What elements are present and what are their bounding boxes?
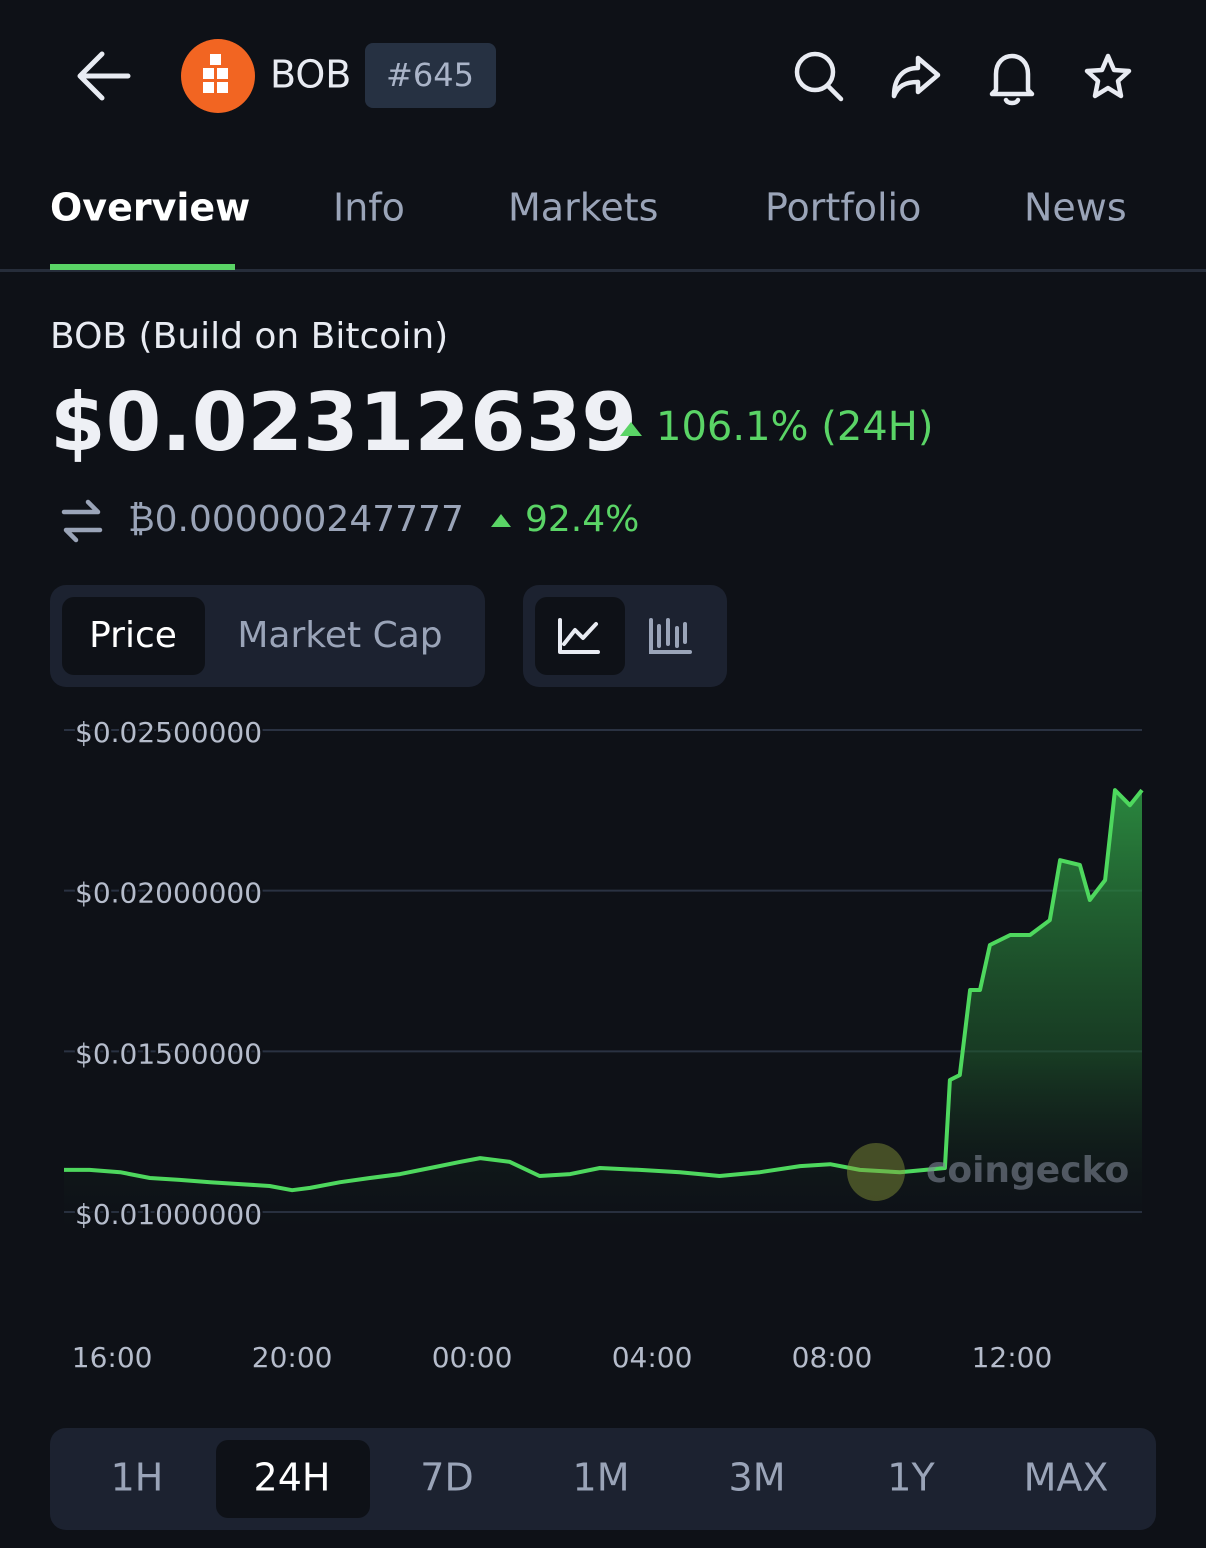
x-tick-label: 20:00 — [252, 1341, 333, 1374]
toggle-option[interactable]: Market Cap — [237, 615, 442, 656]
tab[interactable]: Markets — [508, 186, 658, 230]
range-option[interactable]: 1M — [573, 1456, 630, 1500]
up-arrow — [491, 514, 511, 527]
toggle-selected — [62, 597, 205, 675]
tab[interactable]: Info — [333, 186, 405, 230]
range-selected — [216, 1440, 370, 1518]
tab[interactable]: Portfolio — [765, 186, 921, 230]
y-tick-label: $0.02000000 — [75, 877, 262, 910]
tab-divider — [0, 269, 1206, 272]
x-tick-label: 16:00 — [72, 1341, 153, 1374]
watermark-logo — [847, 1143, 905, 1201]
share-icon[interactable] — [891, 55, 941, 99]
watermark: coingecko — [926, 1150, 1129, 1191]
search-icon[interactable] — [794, 51, 844, 102]
tab[interactable]: Overview — [50, 186, 250, 230]
favorite-icon[interactable] — [1084, 53, 1132, 99]
range-option[interactable]: 1H — [111, 1456, 164, 1500]
range-option[interactable]: 1Y — [887, 1456, 935, 1500]
tab-indicator — [50, 264, 235, 270]
coin-name: BOB (Build on Bitcoin) — [50, 316, 448, 357]
range-option[interactable]: 24H — [254, 1456, 331, 1500]
back-button[interactable] — [77, 51, 131, 101]
y-tick-label: $0.01500000 — [75, 1037, 262, 1070]
btc-change: 92.4% — [525, 499, 639, 540]
price: $0.02312639 — [50, 376, 637, 469]
price-change: 106.1% (24H) — [656, 404, 933, 450]
x-tick-label: 12:00 — [972, 1341, 1053, 1374]
swap-icon — [61, 499, 103, 543]
alert-icon[interactable] — [989, 53, 1035, 106]
rank-text: #645 — [386, 56, 474, 94]
price-chart: coingecko $0.02500000 $0.02000000 $0.015000… — [64, 714, 1144, 1374]
y-tick-label: $0.02500000 — [75, 716, 262, 749]
y-tick-label: $0.01000000 — [75, 1198, 262, 1231]
up-arrow — [620, 422, 642, 436]
range-option[interactable]: 7D — [420, 1456, 473, 1500]
toggle-option[interactable]: Price — [89, 615, 177, 656]
coin-logo — [181, 39, 255, 113]
area-fill — [64, 790, 1142, 1240]
candle-chart-icon[interactable] — [649, 618, 692, 654]
line-chart-icon — [558, 618, 600, 654]
range-option[interactable]: 3M — [729, 1456, 786, 1500]
coin-symbol: BOB — [270, 53, 351, 97]
x-tick-label: 08:00 — [792, 1341, 873, 1374]
price-line — [64, 788, 1144, 1193]
tab[interactable]: News — [1024, 186, 1127, 230]
btc-price: ₿0.000000247777 — [128, 499, 464, 540]
rank-badge — [365, 43, 496, 108]
x-tick-label: 00:00 — [432, 1341, 513, 1374]
x-tick-label: 04:00 — [612, 1341, 693, 1374]
range-option[interactable]: MAX — [1024, 1456, 1109, 1500]
